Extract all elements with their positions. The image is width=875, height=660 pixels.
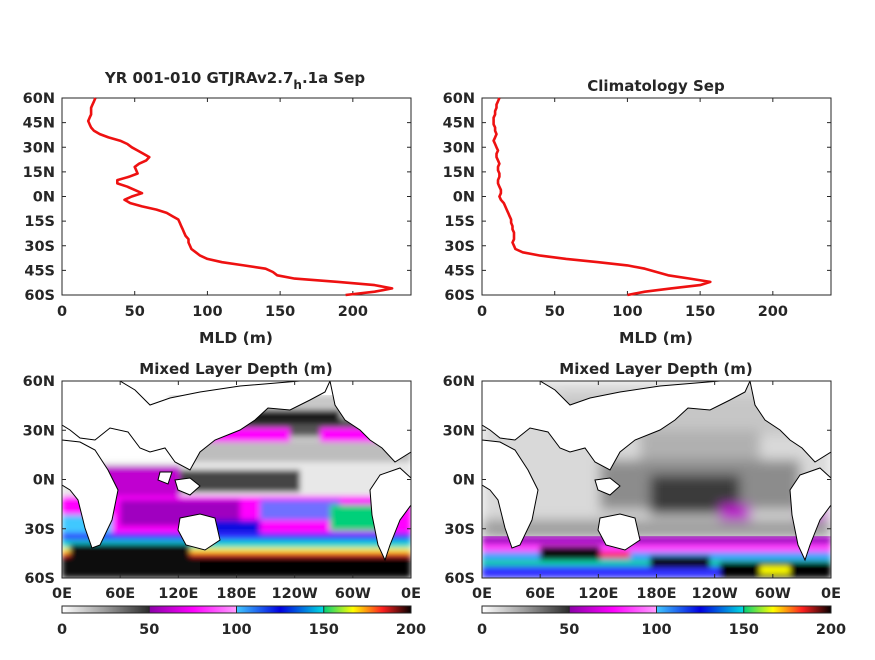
map2-title: Mixed Layer Depth (m) xyxy=(559,360,752,378)
colorbar-segment xyxy=(743,606,832,613)
map-ytick-label: 60S xyxy=(444,571,475,587)
map-ytick-label: 60N xyxy=(23,374,55,390)
xtick-label: 100 xyxy=(612,304,642,320)
ytick-label: 0N xyxy=(453,190,475,206)
ytick-label: 45S xyxy=(444,263,475,279)
ytick-label: 45N xyxy=(443,116,475,132)
ytick-label: 60S xyxy=(24,288,55,304)
map-ytick-label: 30N xyxy=(23,423,55,439)
colorbar-tick-label: 200 xyxy=(396,622,426,638)
map-xtick-label: 0E xyxy=(472,586,492,602)
map-ytick-label: 30S xyxy=(24,522,55,538)
map1-continents xyxy=(62,381,411,562)
map-ytick-label: 0N xyxy=(453,473,475,489)
ytick-label: 15S xyxy=(24,214,55,230)
colorbar-tick-label: 150 xyxy=(729,622,759,638)
panel1-xlabel: MLD (m) xyxy=(199,329,273,347)
panel2-axes-box xyxy=(481,97,832,296)
map-xtick-label: 0E xyxy=(821,586,841,602)
colorbar-segment xyxy=(323,606,412,613)
colorbar-segment xyxy=(482,606,570,613)
xtick-label: 50 xyxy=(545,304,565,320)
xtick-label: 200 xyxy=(758,304,788,320)
map-xtick-label: 120W xyxy=(272,586,318,602)
colorbar-segment xyxy=(62,606,150,613)
map1-field xyxy=(62,381,411,578)
ytick-label: 30N xyxy=(443,140,475,156)
map-xtick-label: 120E xyxy=(578,586,618,602)
map-ytick-label: 0N xyxy=(33,473,55,489)
map-xtick-label: 120W xyxy=(692,586,738,602)
ytick-label: 30S xyxy=(24,239,55,255)
colorbar-tick-label: 0 xyxy=(57,622,67,638)
xtick-label: 150 xyxy=(265,304,295,320)
colorbar-tick-label: 100 xyxy=(221,622,251,638)
xtick-label: 0 xyxy=(477,304,487,320)
profile-panel-2: Climatology Sep 60N45N30N15N0N15S30S45S6… xyxy=(443,77,832,347)
map-xtick-label: 0E xyxy=(401,586,421,602)
ytick-label: 15S xyxy=(444,214,475,230)
map-panel-2: Mixed Layer Depth (m) xyxy=(443,360,841,602)
panel1-mld-line xyxy=(86,97,394,297)
map-ytick-label: 60S xyxy=(24,571,55,587)
map-xtick-label: 60W xyxy=(755,586,791,602)
profile-panel-1: YR 001-010 GTJRAv2.7h.1a Sep 60N 45N 30N 15… xyxy=(23,69,412,347)
map-ytick-label: 30S xyxy=(444,522,475,538)
map-ytick-label: 60N xyxy=(443,374,475,390)
panel1-title: YR 001-010 GTJRAv2.7h.1a Sep xyxy=(104,69,366,92)
panel2-xlabel: MLD (m) xyxy=(619,329,693,347)
map-xtick-label: 60W xyxy=(335,586,371,602)
xtick-label: 0 xyxy=(57,304,67,320)
map-xtick-label: 180E xyxy=(636,586,676,602)
colorbar-tick-label: 0 xyxy=(477,622,487,638)
colorbar-tick-label: 50 xyxy=(559,622,579,638)
map1-title: Mixed Layer Depth (m) xyxy=(139,360,332,378)
xtick-label: 50 xyxy=(125,304,145,320)
colorbar-segment xyxy=(149,606,237,613)
colorbar-tick-label: 200 xyxy=(816,622,846,638)
map2-field xyxy=(482,381,831,578)
colorbar-tick-label: 100 xyxy=(641,622,671,638)
map-xtick-label: 180E xyxy=(216,586,256,602)
map-xtick-label: 120E xyxy=(158,586,198,602)
ytick-label: 60N xyxy=(443,91,475,107)
map-xtick-label: 0E xyxy=(52,586,72,602)
colorbars: 0 50 100 150 200 0 50 100 150 200 xyxy=(57,605,846,638)
ytick-label: 45S xyxy=(24,263,55,279)
xtick-label: 150 xyxy=(685,304,715,320)
ytick-label: 15N xyxy=(23,165,55,181)
ytick-label: 15N xyxy=(443,165,475,181)
panel2-title: Climatology Sep xyxy=(587,77,725,95)
xtick-label: 100 xyxy=(192,304,222,320)
ytick-label: 0N xyxy=(33,190,55,206)
colorbar-tick-label: 150 xyxy=(309,622,339,638)
colorbar-segment xyxy=(569,606,657,613)
ytick-label: 45N xyxy=(23,116,55,132)
colorbar-segment xyxy=(656,606,745,613)
xtick-label: 200 xyxy=(338,304,368,320)
panel2-mld-line xyxy=(492,97,712,297)
panel1-axes-box xyxy=(61,97,412,296)
ytick-label: 60N xyxy=(23,91,55,107)
ytick-label: 30S xyxy=(444,239,475,255)
map-xtick-label: 60E xyxy=(105,586,135,602)
map2-continents xyxy=(482,381,831,562)
colorbar-tick-label: 50 xyxy=(139,622,159,638)
ytick-label: 30N xyxy=(23,140,55,156)
ytick-label: 60S xyxy=(444,288,475,304)
colorbar-segment xyxy=(236,606,325,613)
map-xtick-label: 60E xyxy=(525,586,555,602)
map-panel-1: Mixed Layer Depth (m) xyxy=(23,360,421,602)
map-ytick-label: 30N xyxy=(443,423,475,439)
